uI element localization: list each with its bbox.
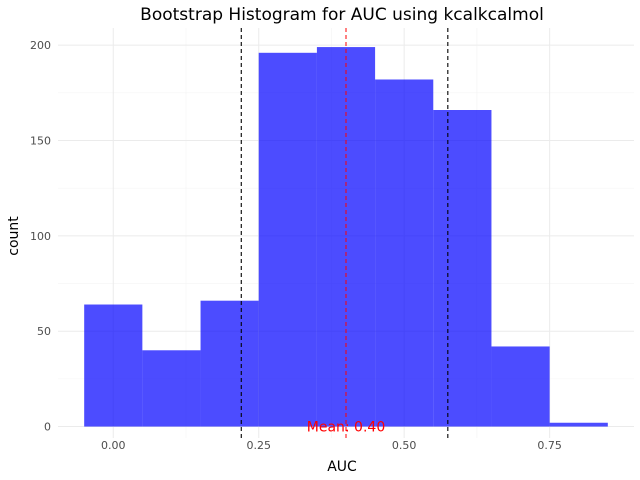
- x-tick-label: 0.25: [246, 439, 271, 452]
- y-axis-title: count: [6, 216, 22, 256]
- chart-title: Bootstrap Histogram for AUC using kcalkc…: [140, 5, 544, 25]
- x-tick-label: 0.75: [537, 439, 562, 452]
- y-tick-label: 0: [44, 421, 51, 434]
- histogram-bar: [375, 79, 434, 427]
- y-tick-label: 50: [37, 325, 51, 338]
- y-tick-label: 200: [30, 39, 51, 52]
- y-tick-label: 150: [30, 135, 51, 148]
- x-tick-label: 0.50: [392, 439, 417, 452]
- histogram-bar: [433, 110, 492, 427]
- histogram-bar: [84, 304, 143, 427]
- y-tick-label: 100: [30, 230, 51, 243]
- axis-ticks: 0.00 0.25 0.50 0.75 0 50 100 150 200: [30, 39, 562, 452]
- histogram-bar: [142, 350, 201, 427]
- histogram-bar: [549, 422, 608, 427]
- histogram-bar: [316, 47, 376, 427]
- histogram-bar: [491, 346, 550, 427]
- reference-lines: [240, 28, 449, 438]
- mean-annotation: Mean: 0.40: [307, 420, 385, 436]
- histogram-bars: [84, 47, 608, 427]
- histogram-bar: [200, 300, 259, 427]
- x-axis-title: AUC: [327, 459, 357, 475]
- x-tick-label: 0.00: [101, 439, 126, 452]
- histogram-bar: [258, 52, 317, 427]
